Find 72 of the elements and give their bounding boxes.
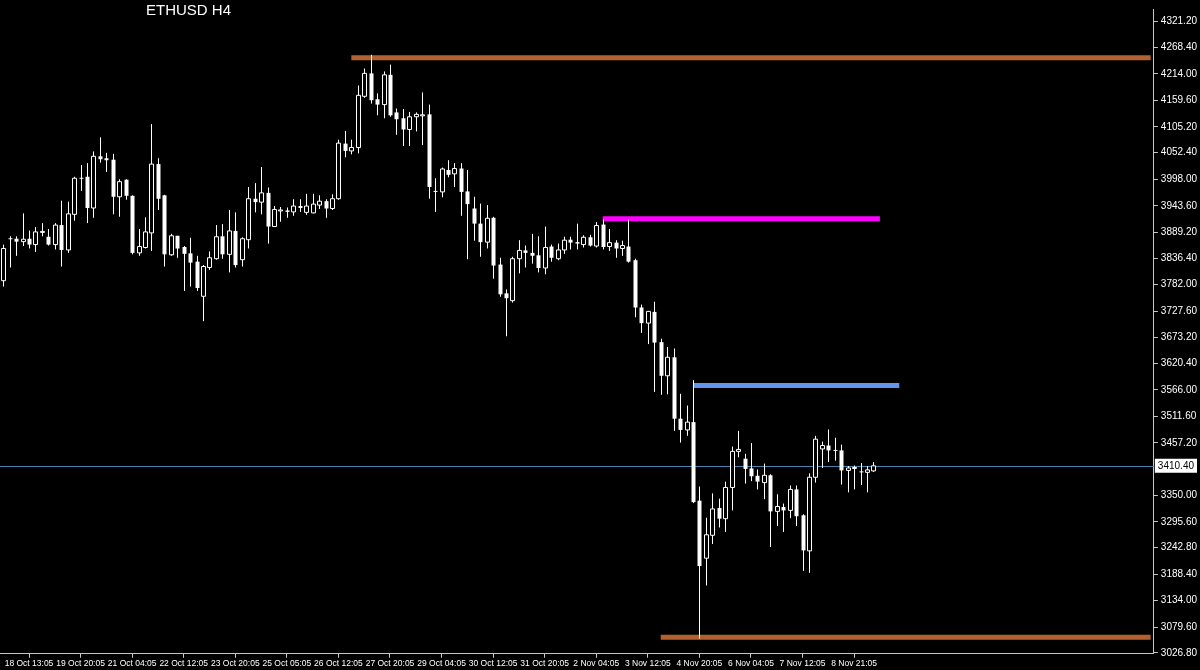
candlestick xyxy=(14,235,19,257)
x-tick-label: 29 Oct 04:05 xyxy=(417,658,467,669)
candlestick xyxy=(227,209,232,273)
x-tick-label: 25 Oct 05:05 xyxy=(262,658,312,669)
y-tick-label: 4214.00 xyxy=(1160,67,1198,79)
x-tick-label: 7 Nov 12:05 xyxy=(779,658,826,669)
candlestick xyxy=(530,233,535,265)
x-tick-label: 23 Oct 20:05 xyxy=(210,658,260,669)
y-tick-label: 3026.80 xyxy=(1160,646,1198,658)
y-tick-label: 3457.20 xyxy=(1160,436,1198,448)
candlestick xyxy=(839,444,844,486)
x-tick-label: 3 Nov 12:05 xyxy=(624,658,672,669)
y-tick-label: 3836.40 xyxy=(1160,251,1198,263)
x-tick-label: 4 Nov 20:05 xyxy=(676,658,723,669)
y-tick-label: 4159.60 xyxy=(1160,94,1198,106)
x-tick-label: 30 Oct 12:05 xyxy=(468,658,518,669)
candlestick xyxy=(743,453,748,485)
x-tick-label: 6 Nov 04:05 xyxy=(728,658,775,669)
candlestick xyxy=(465,169,470,260)
x-tick-label: 21 Oct 04:05 xyxy=(107,658,157,669)
candlestick xyxy=(394,108,399,136)
candlestick xyxy=(104,152,109,173)
y-tick-label: 4321.20 xyxy=(1160,15,1198,27)
x-tick-label: 8 Nov 21:05 xyxy=(831,658,878,669)
candlestick xyxy=(459,162,464,217)
y-tick-label: 4268.40 xyxy=(1160,41,1198,53)
chart-title: ETHUSD H4 xyxy=(146,1,232,18)
candlestick xyxy=(536,235,541,273)
candlestick xyxy=(79,164,84,192)
y-tick-label: 3511.60 xyxy=(1160,410,1197,422)
y-tick-label: 3079.60 xyxy=(1160,620,1198,632)
candlestick xyxy=(124,178,129,201)
x-tick-label: 31 Oct 20:05 xyxy=(520,658,570,669)
y-tick-label: 3295.60 xyxy=(1160,515,1198,527)
candlestick xyxy=(749,442,754,482)
candlestick xyxy=(433,177,438,213)
y-tick-label: 3566.00 xyxy=(1160,383,1198,395)
y-tick-label: 4105.20 xyxy=(1160,120,1198,132)
y-tick-label: 3242.80 xyxy=(1160,541,1198,553)
candlestick xyxy=(188,237,193,288)
x-tick-label: 27 Oct 20:05 xyxy=(365,658,415,669)
candlestick xyxy=(478,203,483,258)
candlestick xyxy=(472,196,477,242)
x-tick-label: 22 Oct 12:05 xyxy=(159,658,209,669)
y-tick-label: 3889.20 xyxy=(1160,226,1198,238)
x-tick-label: 2 Nov 04:05 xyxy=(573,658,620,669)
y-tick-label: 3782.00 xyxy=(1160,278,1198,290)
candlestick xyxy=(182,245,187,292)
y-tick-label: 3350.00 xyxy=(1160,489,1198,501)
candlestick xyxy=(220,223,225,260)
y-tick-label: 3943.60 xyxy=(1160,199,1198,211)
y-tick-label: 3998.00 xyxy=(1160,172,1198,184)
candlestick xyxy=(375,92,380,116)
candlestick xyxy=(833,437,838,462)
candlestick xyxy=(8,235,13,269)
x-tick-label: 19 Oct 20:05 xyxy=(56,658,106,669)
candlestick xyxy=(639,304,644,334)
y-tick-label: 3188.40 xyxy=(1160,567,1198,579)
y-tick-label: 3620.40 xyxy=(1160,357,1198,369)
candlestick xyxy=(98,136,103,164)
ref-line-label: 3410.40 xyxy=(1157,459,1195,471)
candlestick xyxy=(626,219,631,264)
y-tick-label: 3673.20 xyxy=(1160,331,1198,343)
candlestick xyxy=(775,493,780,527)
candlestick xyxy=(678,393,683,444)
y-tick-label: 3134.00 xyxy=(1160,594,1198,606)
y-tick-label: 3727.60 xyxy=(1160,304,1198,316)
x-tick-label: 26 Oct 12:05 xyxy=(314,658,364,669)
candlestick xyxy=(755,468,760,490)
y-tick-label: 4052.40 xyxy=(1160,146,1198,158)
candlestick xyxy=(523,245,528,269)
x-tick-label: 18 Oct 13:05 xyxy=(4,658,54,669)
